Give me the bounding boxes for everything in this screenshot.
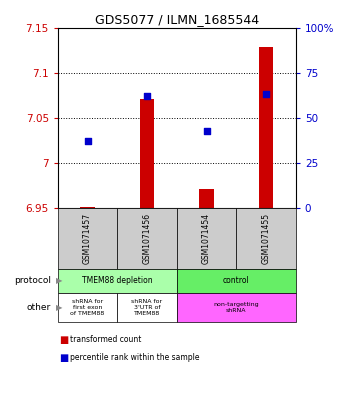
- Text: ▶: ▶: [56, 277, 63, 285]
- Bar: [140, 99, 154, 208]
- Point: [144, 93, 150, 99]
- Text: other: other: [27, 303, 51, 312]
- Text: ▶: ▶: [56, 303, 63, 312]
- Text: GSM1071456: GSM1071456: [142, 213, 152, 264]
- Text: percentile rank within the sample: percentile rank within the sample: [70, 353, 199, 362]
- Text: GSM1071457: GSM1071457: [83, 213, 92, 264]
- Text: GSM1071454: GSM1071454: [202, 213, 211, 264]
- Bar: [259, 48, 273, 208]
- Point: [263, 91, 269, 97]
- Point: [85, 138, 90, 145]
- Text: GSM1071455: GSM1071455: [261, 213, 271, 264]
- Text: TMEM88 depletion: TMEM88 depletion: [82, 277, 153, 285]
- Text: non-targetting
shRNA: non-targetting shRNA: [214, 302, 259, 313]
- Text: shRNA for
first exon
of TMEM88: shRNA for first exon of TMEM88: [70, 299, 105, 316]
- Title: GDS5077 / ILMN_1685544: GDS5077 / ILMN_1685544: [95, 13, 259, 26]
- Text: ■: ■: [59, 353, 69, 363]
- Text: ■: ■: [59, 335, 69, 345]
- Point: [204, 127, 209, 134]
- Text: transformed count: transformed count: [70, 336, 141, 344]
- Text: shRNA for
3'UTR of
TMEM88: shRNA for 3'UTR of TMEM88: [132, 299, 163, 316]
- Text: protocol: protocol: [14, 277, 51, 285]
- Text: control: control: [223, 277, 250, 285]
- Bar: [199, 189, 214, 208]
